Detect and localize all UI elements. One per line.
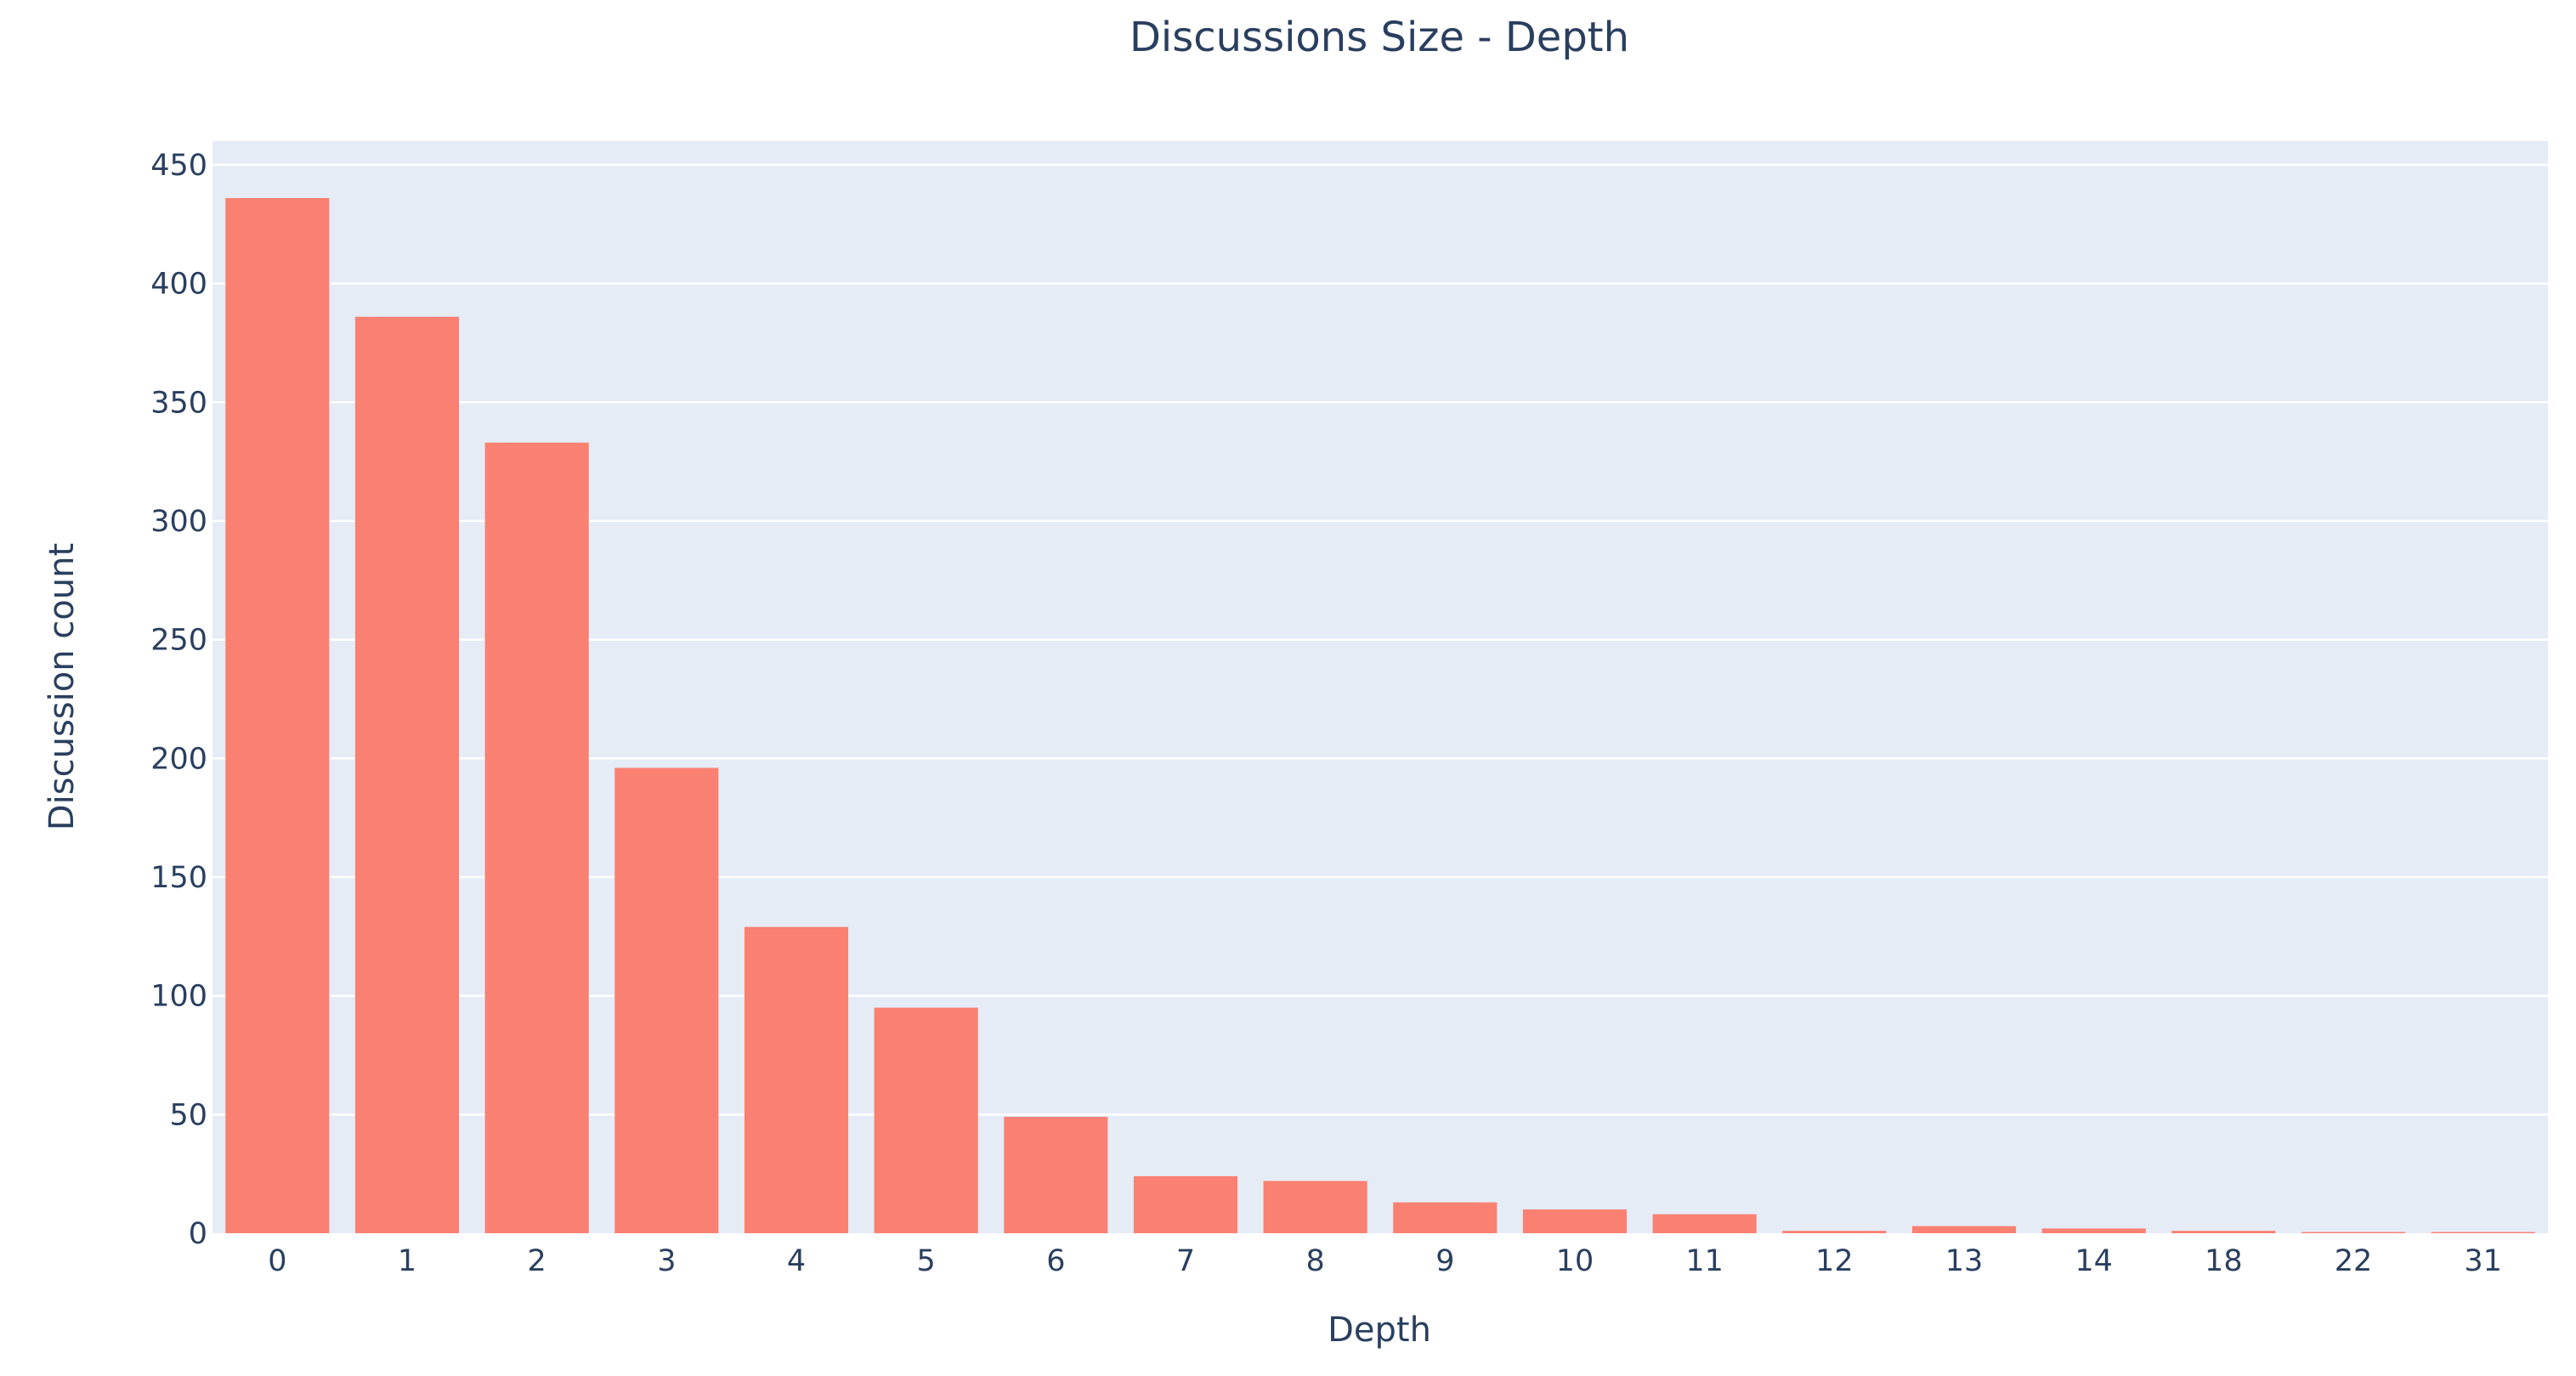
y-axis-ticks: 0 50 100 150 200 250 300 350 400 450 — [150, 149, 207, 1251]
x-tick-label: 22 — [2335, 1244, 2373, 1278]
bar-depth-4[interactable] — [744, 926, 849, 1233]
x-tick-label: 0 — [268, 1244, 286, 1278]
bar-depth-5[interactable] — [874, 1007, 978, 1233]
x-tick-label: 3 — [657, 1244, 676, 1278]
bar-depth-13[interactable] — [1911, 1226, 2017, 1233]
bar-depth-7[interactable] — [1133, 1175, 1238, 1233]
y-tick-label: 150 — [150, 861, 207, 895]
x-tick-label: 2 — [528, 1244, 546, 1278]
x-tick-label: 6 — [1046, 1244, 1065, 1278]
bar-depth-11[interactable] — [1652, 1214, 1757, 1233]
chart-title: Discussions Size - Depth — [1129, 14, 1629, 61]
y-tick-label: 100 — [150, 980, 207, 1014]
bar-depth-22[interactable] — [2301, 1232, 2406, 1233]
x-tick-label: 10 — [1556, 1244, 1594, 1278]
x-tick-label: 31 — [2464, 1244, 2502, 1278]
bar-depth-3[interactable] — [614, 767, 719, 1233]
bars — [225, 198, 2535, 1234]
x-axis-ticks: 0 1 2 3 4 5 6 7 8 9 10 11 12 13 14 18 22 31 — [268, 1244, 2502, 1278]
x-axis-title: Depth — [1328, 1311, 1431, 1350]
bar-depth-9[interactable] — [1393, 1202, 1497, 1233]
y-tick-label: 300 — [150, 505, 207, 539]
plot-area — [212, 141, 2548, 1233]
bar-depth-0[interactable] — [225, 198, 330, 1234]
bar-depth-14[interactable] — [2041, 1228, 2146, 1233]
bar-depth-1[interactable] — [354, 316, 460, 1233]
y-axis-title: Discussion count — [42, 543, 82, 830]
y-tick-label: 250 — [150, 624, 207, 658]
x-tick-label: 12 — [1815, 1244, 1854, 1278]
y-tick-label: 50 — [169, 1098, 207, 1132]
bar-depth-12[interactable] — [1782, 1231, 1887, 1233]
x-tick-label: 14 — [2075, 1244, 2113, 1278]
x-tick-label: 5 — [917, 1244, 936, 1278]
bar-depth-10[interactable] — [1522, 1209, 1628, 1233]
x-tick-label: 11 — [1685, 1244, 1724, 1278]
x-tick-label: 9 — [1435, 1244, 1454, 1278]
gridlines — [212, 163, 2548, 1116]
x-tick-label: 18 — [2205, 1244, 2243, 1278]
bar-depth-18[interactable] — [2171, 1231, 2276, 1233]
bar-depth-8[interactable] — [1263, 1181, 1367, 1233]
x-tick-label: 13 — [1945, 1244, 1984, 1278]
x-tick-label: 7 — [1176, 1244, 1195, 1278]
y-tick-label: 200 — [150, 742, 207, 776]
y-tick-label: 0 — [189, 1217, 207, 1251]
x-tick-label: 8 — [1306, 1244, 1325, 1278]
y-tick-label: 350 — [150, 386, 207, 420]
x-tick-label: 4 — [787, 1244, 806, 1278]
bar-depth-6[interactable] — [1004, 1117, 1108, 1233]
bar-depth-31[interactable] — [2431, 1232, 2535, 1233]
y-tick-label: 450 — [150, 149, 207, 183]
bar-depth-2[interactable] — [484, 442, 589, 1233]
x-tick-label: 1 — [398, 1244, 416, 1278]
y-tick-label: 400 — [150, 268, 207, 302]
